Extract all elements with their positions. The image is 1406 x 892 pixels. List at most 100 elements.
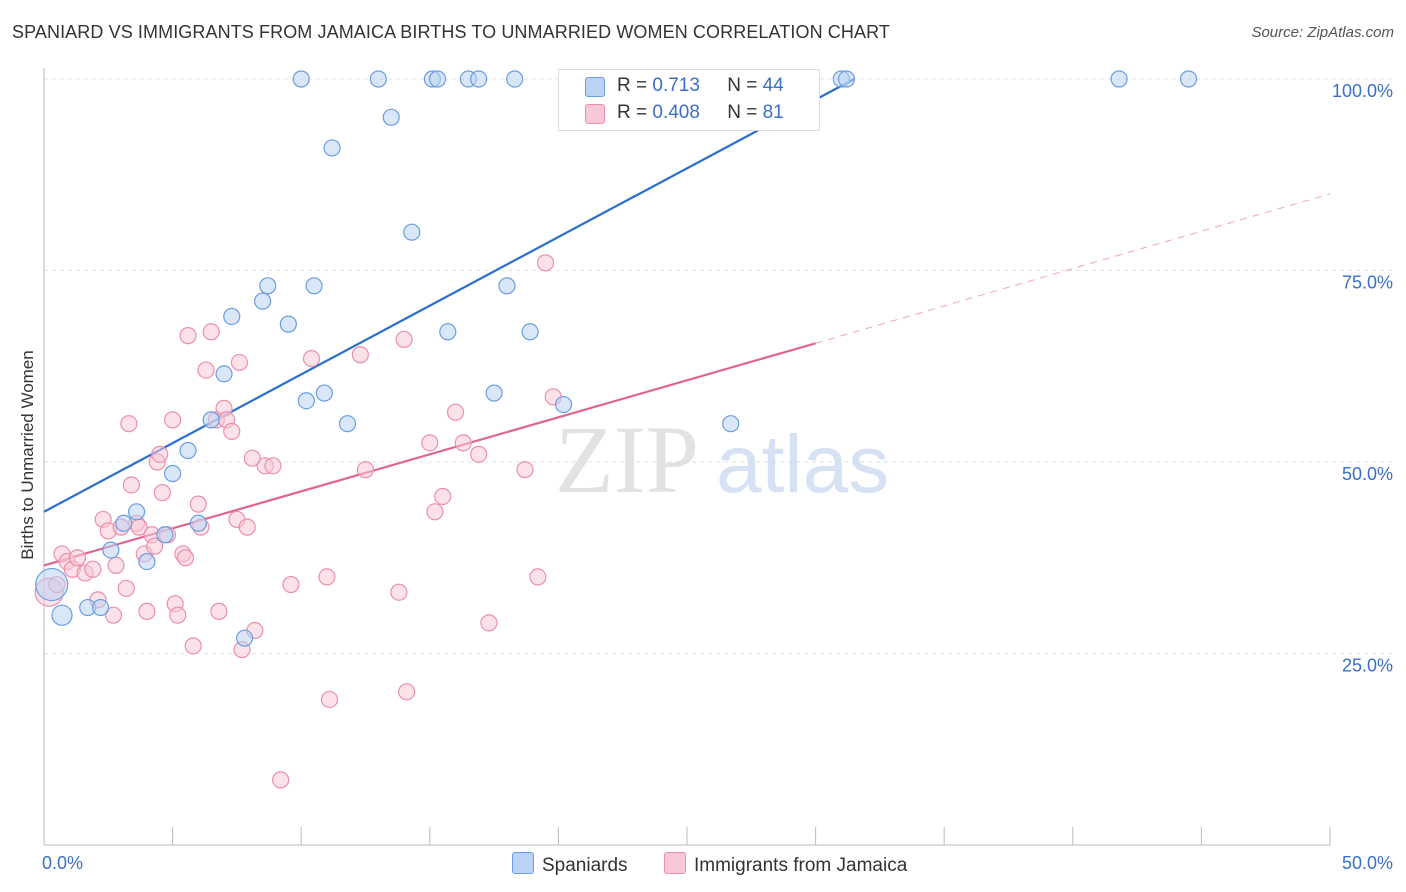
spaniards-point	[202, 411, 220, 429]
jamaica-point	[189, 495, 207, 513]
jamaica-point	[272, 771, 290, 789]
jamaica-point	[434, 487, 452, 506]
watermark-zip: ZIP	[555, 406, 699, 513]
spaniards-trend-line	[43, 78, 855, 513]
spaniards-point	[305, 277, 323, 295]
jamaica-point	[264, 457, 282, 475]
jamaica-trend-extension	[815, 193, 1331, 344]
spaniards-point	[470, 70, 488, 88]
spaniards-point	[254, 292, 272, 310]
tick-labels: 25.0% 50.0% 75.0% 100.0% 0.0% 50.0%	[42, 81, 1393, 873]
jamaica-point	[480, 614, 498, 632]
spaniards-point	[156, 526, 174, 544]
jamaica-point	[145, 537, 164, 555]
jamaica-point	[318, 568, 336, 586]
spaniards-point	[189, 514, 207, 532]
r-value-spaniards: 0.713	[652, 75, 700, 96]
jamaica-point	[117, 579, 135, 597]
jamaica-point	[398, 683, 416, 701]
spaniards-point	[485, 384, 503, 402]
jamaica-point	[470, 445, 488, 463]
watermark-atlas: atlas	[716, 419, 889, 510]
spaniards-point	[428, 70, 447, 88]
jamaica-point	[107, 556, 125, 575]
x-tick-label: 50.0%	[1342, 853, 1393, 873]
jamaica-point	[395, 330, 413, 349]
jamaica-point	[153, 484, 171, 502]
jamaica-point	[356, 461, 375, 479]
spaniards-point	[498, 277, 516, 295]
n-value-jamaica: 81	[762, 102, 784, 123]
spaniards-point	[403, 223, 421, 241]
jamaica-point	[320, 690, 339, 709]
spaniards-point	[259, 277, 277, 295]
jamaica-point	[210, 602, 228, 620]
spaniards-point	[127, 503, 146, 521]
jamaica-point	[426, 503, 444, 521]
jamaica-point	[282, 575, 300, 594]
chart-title: SPANIARD VS IMMIGRANTS FROM JAMAICA BIRT…	[12, 22, 890, 42]
jamaica-point	[421, 434, 439, 452]
data-points	[34, 70, 1198, 789]
jamaica-point	[202, 323, 220, 341]
spaniards-point	[223, 307, 241, 326]
jamaica-point	[230, 353, 249, 372]
jamaica-point	[151, 445, 169, 463]
spaniards-point	[138, 552, 156, 571]
jamaica-point	[223, 422, 241, 440]
spaniards-point	[439, 323, 457, 341]
jamaica-point	[184, 637, 202, 655]
jamaica-point	[446, 403, 465, 421]
jamaica-point	[351, 346, 369, 364]
spaniards-point	[51, 604, 73, 626]
jamaica-point	[68, 549, 87, 567]
spaniards-point	[315, 384, 333, 402]
spaniards-point	[215, 365, 233, 383]
spaniards-point	[554, 395, 573, 414]
jamaica-point	[302, 349, 321, 368]
spaniards-point	[297, 392, 315, 410]
jamaica-point	[169, 606, 187, 624]
legend-item-spaniards: Spaniards	[512, 852, 628, 877]
jamaica-swatch	[585, 104, 605, 124]
spaniards-point	[164, 464, 182, 483]
y-tick-label: 50.0%	[1342, 464, 1393, 484]
y-tick-label: 75.0%	[1342, 273, 1393, 293]
legend-item-jamaica: Immigrants from Jamaica	[664, 852, 907, 877]
spaniards-point	[292, 70, 310, 88]
jamaica-point	[454, 434, 472, 452]
r-value-jamaica: 0.408	[652, 102, 700, 123]
legend-row-spaniards: R = 0.713 N = 44	[617, 75, 784, 96]
spaniards-point	[722, 415, 740, 433]
spaniards-point	[837, 70, 856, 88]
spaniards-point	[1110, 70, 1128, 88]
spaniards-point	[179, 441, 197, 460]
spaniards-point	[506, 70, 524, 88]
jamaica-point	[84, 560, 102, 578]
source-label: Source: ZipAtlas.com	[1251, 24, 1394, 41]
jamaica-point	[529, 568, 547, 586]
jamaica-legend-swatch	[664, 852, 686, 874]
spaniards-point	[521, 323, 539, 341]
spaniards-point	[102, 541, 120, 559]
spaniards-point	[382, 108, 400, 126]
spaniards-legend-swatch	[512, 852, 534, 874]
n-value-spaniards: 44	[762, 75, 784, 96]
jamaica-point	[390, 583, 408, 601]
correlation-legend: R = 0.713 N = 44 R = 0.408 N = 81	[558, 69, 820, 131]
spaniards-point	[236, 629, 254, 647]
y-axis-label: Births to Unmarried Women	[18, 350, 37, 559]
spaniards-point	[369, 70, 387, 88]
spaniards-point	[35, 567, 69, 602]
spaniards-point	[338, 415, 357, 433]
axes	[43, 68, 1331, 846]
jamaica-point	[516, 461, 534, 479]
jamaica-point	[164, 411, 182, 429]
jamaica-point	[243, 449, 261, 467]
spaniards-point	[1179, 70, 1198, 88]
legend-row-jamaica: R = 0.408 N = 81	[617, 102, 784, 123]
spaniards-point	[115, 514, 133, 532]
y-tick-label: 25.0%	[1342, 656, 1393, 676]
jamaica-point	[138, 602, 156, 620]
